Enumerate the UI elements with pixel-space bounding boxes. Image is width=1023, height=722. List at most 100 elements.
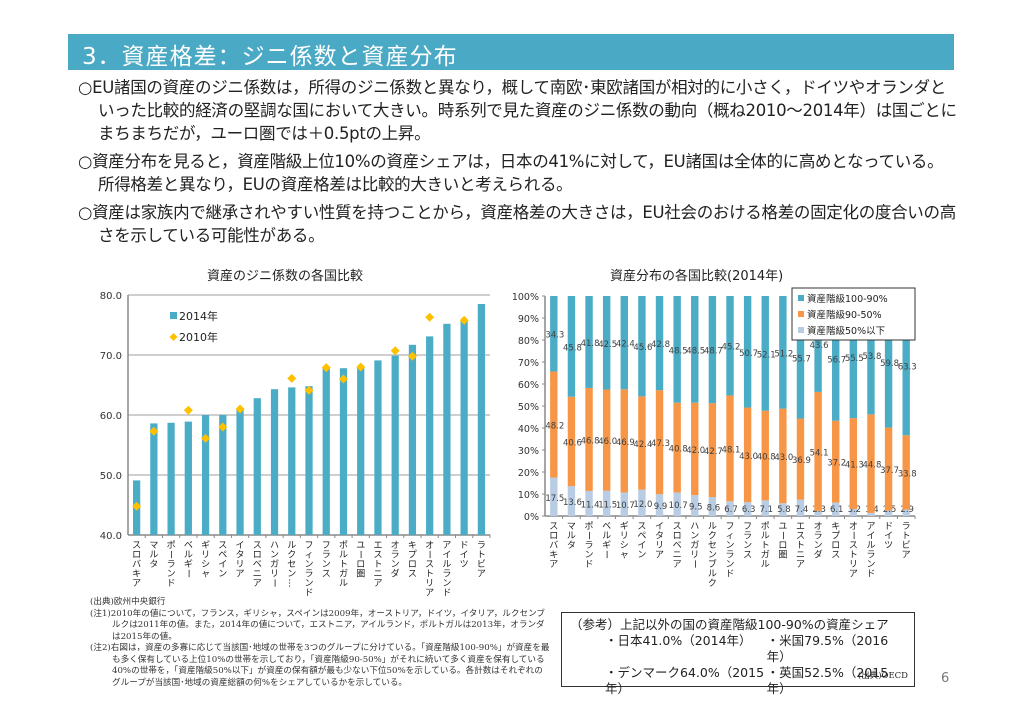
reference-box: （参考）上記以外の国の資産階級100-90%の資産シェア ・日本41.0%（20… [561, 612, 915, 696]
bar-2014 [167, 422, 175, 535]
x-tick-label-char: ア [236, 570, 245, 580]
x-tick-label-char: ス [849, 541, 858, 551]
x-tick-label-char: タ [149, 559, 158, 570]
x-tick-label-char: リ [201, 551, 210, 561]
x-tick-label-char: ロ [253, 551, 262, 561]
x-tick-label-char: ダ [814, 549, 823, 561]
data-label: 36.9 [792, 456, 811, 466]
legend-label: 資産階級100-90% [807, 293, 888, 305]
x-tick-label-char: プ [831, 531, 840, 542]
x-tick-label-char: フ [304, 541, 313, 551]
x-tick-label: オーストリア [847, 521, 858, 580]
stacked-segment-2 [585, 296, 593, 388]
data-label: 43.0 [739, 452, 758, 462]
x-tick-label-char: ギ [620, 521, 629, 532]
stacked-segment-0 [849, 508, 858, 516]
x-tick-label-char: キ [408, 541, 417, 551]
data-label: 55.7 [792, 354, 811, 364]
x-tick-label-char: セ [287, 559, 296, 570]
stacked-segment-1 [567, 396, 576, 487]
x-tick-label-char: ス [425, 560, 434, 570]
x-tick-label-char: ド [460, 541, 469, 551]
gini-chart-title: 資産のジニ係数の各国比較 [207, 269, 364, 284]
stacked-segment-0 [691, 495, 699, 516]
x-tick-label-char: ラ [814, 531, 823, 542]
x-tick-label-char: ニ [796, 551, 805, 561]
x-tick-label-char: ラ [442, 569, 451, 580]
x-tick-label-char: ガ [339, 569, 348, 580]
bar-2014 [236, 409, 244, 535]
x-tick-label-char: ベ [253, 560, 262, 570]
stacked-segment-2 [655, 296, 664, 391]
bar-2014 [184, 421, 192, 535]
data-label: 47.3 [651, 439, 670, 449]
stacked-segment-0 [884, 510, 893, 516]
x-tick-label-char: … [286, 579, 296, 588]
x-tick-label-char: シ [620, 541, 629, 551]
x-tick-label-char: ク [708, 531, 717, 542]
x-tick-label-char: ル [339, 579, 348, 589]
bullet-point: ○資産は家族内で継承されやすい性質を持つことから，資産格差の大きさは，EU社会の… [78, 203, 956, 245]
x-tick-label-char: ロ [356, 560, 365, 570]
x-tick-label-char: ク [287, 550, 296, 561]
data-label: 40.6 [563, 438, 582, 448]
x-tick-label-char: オ [849, 521, 858, 532]
stacked-segment-2 [602, 296, 611, 390]
x-tick-label-char: ン [690, 532, 699, 542]
x-tick-label-char: バ [132, 559, 141, 570]
x-tick-label-char: ド [442, 589, 451, 599]
y-tick-label: 80% [518, 336, 539, 347]
legend-swatch-2014 [170, 312, 177, 319]
stacked-segment-2 [673, 296, 681, 403]
legend-swatch [798, 295, 804, 301]
x-tick-label-char: ラ [167, 559, 176, 570]
stacked-segment-1 [902, 435, 910, 510]
data-label: 50.7 [739, 349, 758, 359]
x-tick-label-char: ア [796, 560, 805, 570]
data-label: 42.4 [633, 440, 652, 450]
data-label: 44.8 [862, 461, 881, 471]
x-tick-label-char: オ [425, 540, 434, 551]
stacked-segment-0 [761, 500, 769, 516]
stacked-segment-1 [673, 402, 681, 493]
x-tick-label-char: ア [849, 570, 858, 580]
x-tick-label-char: ス [831, 551, 840, 561]
x-tick-label-char: ン [218, 570, 227, 580]
x-tick-label-char: ー [601, 550, 611, 559]
x-tick-label: スペイン [218, 541, 227, 580]
bar-2014 [288, 387, 296, 535]
bar-2014 [270, 389, 279, 535]
stacked-segment-2 [726, 296, 734, 396]
stacked-segment-1 [884, 427, 893, 511]
data-label: 8.6 [707, 504, 721, 514]
x-tick-label-char: ス [549, 522, 558, 532]
x-tick-label-char: マ [567, 522, 576, 532]
x-tick-label-char: 圏 [356, 569, 365, 580]
x-tick-label-char: ド [304, 589, 313, 599]
stacked-segment-0 [832, 502, 840, 516]
data-label: 37.2 [827, 459, 846, 469]
x-tick-label-char: タ [655, 531, 664, 542]
stacked-segment-2 [620, 296, 628, 390]
x-tick-label-char: ラ [477, 540, 486, 551]
x-tick-label-char: リ [620, 532, 629, 542]
x-tick-label-char: ス [322, 570, 331, 580]
data-label: 55.5 [845, 354, 864, 364]
data-label: 17.5 [545, 494, 564, 504]
data-label: 56.7 [827, 355, 846, 365]
x-tick-label-char: ー [777, 531, 787, 540]
x-tick-label-char: ア [442, 541, 451, 551]
x-tick-label-char: ド [167, 579, 176, 589]
bar-2014 [201, 415, 210, 535]
x-tick-label-char: ア [902, 551, 911, 561]
x-tick-label: オーストリア [424, 540, 435, 599]
y-tick-label: 90% [518, 314, 539, 325]
data-label: 46.8 [581, 436, 600, 446]
stacked-segment-0 [638, 489, 646, 516]
stacked-segment-0 [743, 502, 752, 516]
x-tick-label-char: ア [673, 560, 682, 570]
